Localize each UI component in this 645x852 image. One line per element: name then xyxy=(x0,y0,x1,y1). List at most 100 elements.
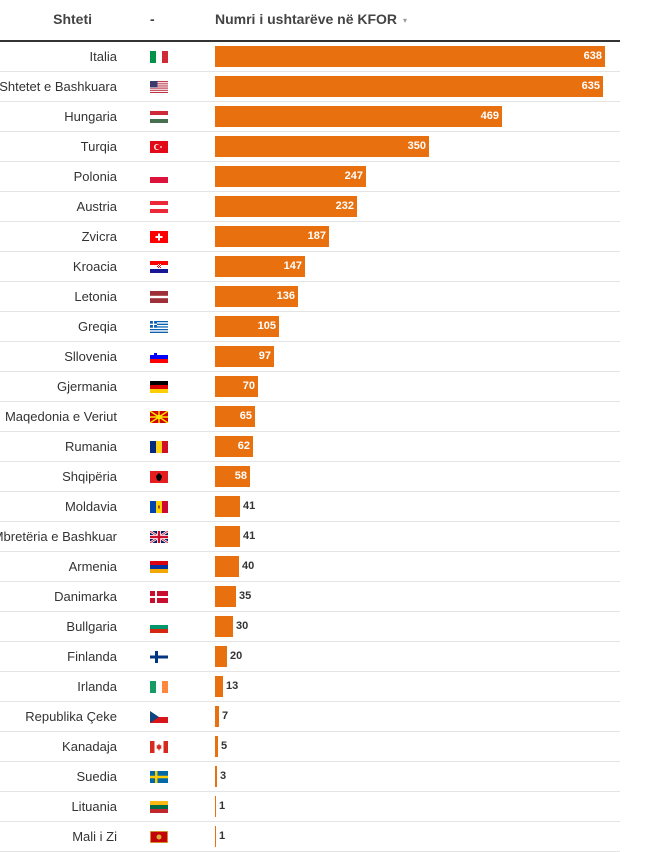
column-header-value[interactable]: Numri i ushtarëve në KFOR ▾ xyxy=(215,11,407,27)
bar-value-label: 7 xyxy=(222,710,229,722)
bar xyxy=(215,796,216,817)
bar xyxy=(215,106,502,127)
country-label: Sllovenia xyxy=(64,349,117,364)
table-row: Sllovenia 97 xyxy=(0,342,620,372)
table-row: Suedia 3 xyxy=(0,762,620,792)
country-label: Moldavia xyxy=(64,499,117,514)
country-label: Shtetet e Bashkuara xyxy=(0,79,117,94)
table-row: Zvicra 187 xyxy=(0,222,620,252)
table-row: Bullgaria 30 xyxy=(0,612,620,642)
at-flag-icon xyxy=(150,201,168,213)
bar xyxy=(215,376,258,397)
country-label: Austria xyxy=(76,199,117,214)
table-row: Lituania 1 xyxy=(0,792,620,822)
bar xyxy=(215,616,233,637)
bar xyxy=(215,226,329,247)
country-label: Maqedonia e Veriut xyxy=(4,409,117,424)
md-flag-icon xyxy=(150,501,168,513)
table-row: Kroacia 147 xyxy=(0,252,620,282)
bar xyxy=(215,646,227,667)
bar-value-label: 105 xyxy=(257,320,276,332)
bar-value-label: 469 xyxy=(480,110,499,122)
country-label: Kanadaja xyxy=(62,739,117,754)
country-label: Suedia xyxy=(76,769,117,784)
am-flag-icon xyxy=(150,561,168,573)
table-row: Austria 232 xyxy=(0,192,620,222)
bar-value-label: 97 xyxy=(258,350,271,362)
table-row: Shtetet e Bashkuara 635 xyxy=(0,72,620,102)
country-label: Finlanda xyxy=(67,649,117,664)
table-row: Shqipëria 58 xyxy=(0,462,620,492)
bg-flag-icon xyxy=(150,621,168,633)
country-label: Armenia xyxy=(68,559,117,574)
bar xyxy=(215,406,255,427)
bar-value-label: 147 xyxy=(283,260,302,272)
bar xyxy=(215,766,217,787)
bar xyxy=(215,346,274,367)
ca-flag-icon xyxy=(150,741,168,753)
si-flag-icon xyxy=(150,351,168,363)
country-label: Danimarka xyxy=(54,589,117,604)
table-row: Gjermania 70 xyxy=(0,372,620,402)
ch-flag-icon xyxy=(150,231,168,243)
cz-flag-icon xyxy=(150,711,168,723)
bar-value-label: 30 xyxy=(236,620,249,632)
column-header-flag[interactable]: - xyxy=(150,11,155,27)
bar xyxy=(215,466,250,487)
al-flag-icon xyxy=(150,471,168,483)
bar-chart-table: Italia 638 Shtetet e Bashkuara 635 Hungaria 4… xyxy=(0,42,620,852)
country-label: Letonia xyxy=(74,289,117,304)
bar xyxy=(215,286,298,307)
country-label: Irlanda xyxy=(77,679,117,694)
bar-value-label: 20 xyxy=(230,650,243,662)
table-row: Polonia 247 xyxy=(0,162,620,192)
column-header-value-label: Numri i ushtarëve në KFOR xyxy=(215,11,398,27)
bar xyxy=(215,256,305,277)
country-label: Polonia xyxy=(73,169,117,184)
bar xyxy=(215,826,216,847)
hu-flag-icon xyxy=(150,111,168,123)
bar-value-label: 62 xyxy=(237,440,250,452)
us-flag-icon xyxy=(150,81,168,93)
bar xyxy=(215,586,236,607)
de-flag-icon xyxy=(150,381,168,393)
table-row: Mali i Zi 1 xyxy=(0,822,620,852)
bar xyxy=(215,136,429,157)
table-header: Shteti - Numri i ushtarëve në KFOR ▾ xyxy=(0,0,620,42)
sort-descending-icon[interactable]: ▾ xyxy=(403,15,408,25)
bar-value-label: 65 xyxy=(239,410,252,422)
fi-flag-icon xyxy=(150,651,168,663)
table-row: Turqia 350 xyxy=(0,132,620,162)
country-label: Turqia xyxy=(80,139,117,154)
bar-value-label: 40 xyxy=(242,560,255,572)
column-header-country[interactable]: Shteti xyxy=(53,11,92,27)
bar-value-label: 232 xyxy=(335,200,354,212)
bar-value-label: 1 xyxy=(219,800,226,812)
bar-value-label: 35 xyxy=(239,590,252,602)
bar xyxy=(215,496,240,517)
table-row: Maqedonia e Veriut 65 xyxy=(0,402,620,432)
country-label: Bullgaria xyxy=(66,619,117,634)
table-row: Moldavia 41 xyxy=(0,492,620,522)
country-label: Italia xyxy=(89,49,117,64)
country-label: Lituania xyxy=(71,799,117,814)
table-row: Kanadaja 5 xyxy=(0,732,620,762)
bar-value-label: 58 xyxy=(234,470,247,482)
gb-flag-icon xyxy=(150,531,168,543)
lt-flag-icon xyxy=(150,801,168,813)
gr-flag-icon xyxy=(150,321,168,333)
country-label: Gjermania xyxy=(57,379,117,394)
table-row: Republika Çeke 7 xyxy=(0,702,620,732)
tr-flag-icon xyxy=(150,141,168,153)
table-row: Mbretëria e Bashkuar 41 xyxy=(0,522,620,552)
bar xyxy=(215,556,239,577)
bar-value-label: 136 xyxy=(276,290,295,302)
it-flag-icon xyxy=(150,51,168,63)
country-label: Hungaria xyxy=(64,109,117,124)
mk-flag-icon xyxy=(150,411,168,423)
bar xyxy=(215,526,240,547)
country-label: Kroacia xyxy=(72,259,117,274)
table-row: Hungaria 469 xyxy=(0,102,620,132)
bar-value-label: 187 xyxy=(307,230,326,242)
table-row: Irlanda 13 xyxy=(0,672,620,702)
